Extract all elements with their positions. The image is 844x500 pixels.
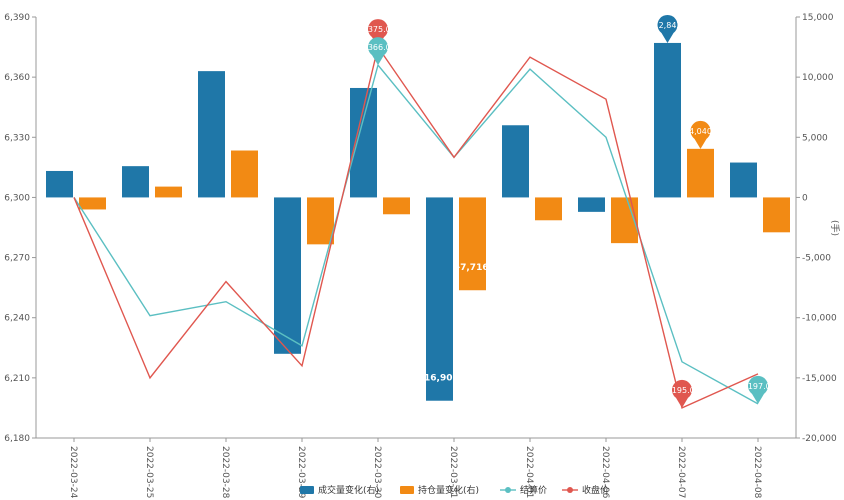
right-tick-label: -5,000 xyxy=(802,254,831,264)
pin-marker: 12,843 xyxy=(654,14,682,43)
left-tick-label: 6,330 xyxy=(4,133,30,143)
pin-marker: 6,195.00 xyxy=(664,379,700,408)
pin-shape xyxy=(671,379,692,408)
x-tick-label: 2022-04-07 xyxy=(676,446,686,498)
pin-shape xyxy=(657,14,678,43)
pin-label: 12,843 xyxy=(654,21,682,30)
pin-shape xyxy=(690,120,711,149)
bar-data-label: -16,901 xyxy=(420,374,458,384)
legend-swatch xyxy=(300,486,314,494)
right-tick-label: -15,000 xyxy=(802,374,837,384)
left-tick-label: 6,270 xyxy=(4,254,30,264)
pin-shape xyxy=(368,19,389,48)
bar-data-label: -7,716 xyxy=(456,263,488,273)
bar-oi-change xyxy=(763,197,790,233)
left-tick-label: 6,360 xyxy=(4,73,30,83)
bar-oi-change xyxy=(231,150,258,198)
pin-marker: 6,366.00 xyxy=(360,37,396,66)
bar-volume-change xyxy=(350,87,377,198)
left-tick-label: 6,300 xyxy=(4,193,30,203)
legend-swatch xyxy=(400,486,414,494)
x-tick-label: 2022-04-06 xyxy=(600,446,610,499)
legend-label: 结算价 xyxy=(520,484,547,496)
pin-marker: 6,375.00 xyxy=(360,19,396,48)
bar-volume-change xyxy=(274,197,301,354)
bar-volume-change xyxy=(502,125,529,198)
left-tick-label: 6,390 xyxy=(4,13,30,23)
legend-swatch-dot xyxy=(505,487,511,493)
legend: 成交量变化(右) 持仓量变化(右) 结算价 收盘价 xyxy=(300,484,609,496)
right-axis-title: (手) xyxy=(829,220,841,236)
bar-oi-change xyxy=(79,197,106,210)
pin-label: 4,040 xyxy=(689,127,712,136)
bar-oi-change xyxy=(687,148,714,198)
line-close-price xyxy=(73,45,759,409)
legend-label: 成交量变化(右) xyxy=(318,484,379,496)
x-tick-label: 2022-03-25 xyxy=(144,446,154,498)
bar-volume-change xyxy=(654,42,681,198)
left-tick-label: 6,180 xyxy=(4,434,30,444)
bar-volume-change xyxy=(426,197,453,401)
right-tick-label: 5,000 xyxy=(802,133,828,143)
pin-label: 6,375.00 xyxy=(360,25,396,34)
legend-label: 收盘价 xyxy=(582,484,609,496)
right-tick-label: 0 xyxy=(802,193,808,203)
right-tick-label: 15,000 xyxy=(802,13,834,23)
bar-volume-change xyxy=(198,71,225,198)
bar-volume-change xyxy=(730,162,757,198)
left-tick-label: 6,240 xyxy=(4,314,30,324)
pin-marker: 6,197.00 xyxy=(740,375,776,404)
right-tick-label: 10,000 xyxy=(802,73,834,83)
bar-volume-change xyxy=(578,197,605,212)
x-tick-label: 2022-03-29 xyxy=(296,446,306,499)
x-tick-label: 2022-04-08 xyxy=(752,446,762,499)
pin-label: 6,195.00 xyxy=(664,386,700,395)
bar-oi-change xyxy=(155,186,182,198)
x-tick-label: 2022-03-24 xyxy=(68,446,78,499)
x-tick-label: 2022-03-28 xyxy=(220,446,230,499)
right-tick-label: -10,000 xyxy=(802,314,837,324)
pin-marker: 4,040 xyxy=(689,120,712,149)
right-tick-label: -20,000 xyxy=(802,434,837,444)
legend-label: 持仓量变化(右) xyxy=(418,484,479,496)
x-tick-label: 2022-03-31 xyxy=(448,446,458,498)
bar-oi-change xyxy=(459,197,486,291)
bar-oi-change xyxy=(307,197,334,245)
pin-label: 6,197.00 xyxy=(740,382,776,391)
bar-oi-change xyxy=(535,197,562,221)
bar-oi-change xyxy=(383,197,410,215)
legend-swatch-dot xyxy=(567,487,573,493)
bar-volume-change xyxy=(122,166,149,198)
pin-shape xyxy=(368,37,389,66)
left-tick-label: 6,210 xyxy=(4,374,30,384)
pin-label: 6,366.00 xyxy=(360,43,396,52)
x-tick-label: 2022-03-30 xyxy=(372,446,382,499)
pin-shape xyxy=(748,375,769,404)
line-settlement-price xyxy=(73,63,759,405)
x-tick-label: 2022-04-01 xyxy=(524,446,534,498)
bar-volume-change xyxy=(46,170,73,198)
